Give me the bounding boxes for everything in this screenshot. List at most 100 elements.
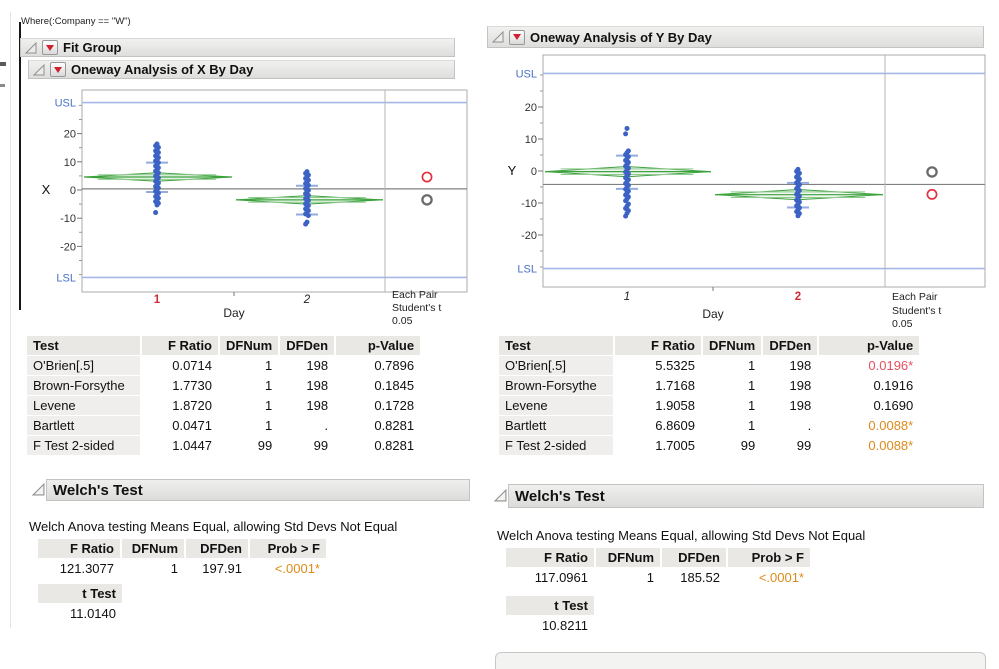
spec-limit-lines xyxy=(543,72,985,270)
group-label[interactable]: 2 xyxy=(795,291,801,303)
table: t Test 11.0140 xyxy=(36,583,124,624)
table-header-cell: DFDen xyxy=(280,336,335,355)
outline-title: Oneway Analysis of Y By Day xyxy=(530,29,712,45)
usl-label: USL xyxy=(55,98,76,110)
outline-bar-oneway-y[interactable]: Oneway Analysis of Y By Day xyxy=(487,26,984,48)
table-cell: O'Brien[.5] xyxy=(27,356,140,375)
data-point xyxy=(624,125,630,131)
table-header-row: t Test xyxy=(506,596,594,615)
table-cell: 1.8720 xyxy=(172,398,212,413)
data-points xyxy=(794,166,802,219)
disclosure-open-icon[interactable] xyxy=(494,489,507,502)
disclosure-open-icon[interactable] xyxy=(492,31,504,43)
table-cell: 198 xyxy=(789,378,812,393)
table: F Ratio DFNum DFDen Prob > F 117.0961 1 185.52… xyxy=(504,547,812,588)
table-cell: 0.0088* xyxy=(868,438,914,453)
table-header-cell: Prob > F xyxy=(250,539,326,558)
comparison-circle-selected[interactable] xyxy=(926,188,938,200)
y-tick-label: 0 xyxy=(531,166,537,178)
table-cell: 1.7005 xyxy=(655,438,695,453)
group-1 xyxy=(83,141,233,216)
t-test-table: t Test 11.0140 xyxy=(36,583,124,624)
table-cell: 1.7168 xyxy=(655,378,695,393)
comparison-circles[interactable] xyxy=(926,166,938,200)
background-window-fragment xyxy=(0,62,6,66)
table-cell: 1.9058 xyxy=(655,398,695,413)
x-axis-title: Day xyxy=(702,307,723,321)
table: F Ratio DFNum DFDen Prob > F 121.3077 1 197.91… xyxy=(36,538,328,579)
red-triangle-menu-button[interactable] xyxy=(42,40,58,55)
t-test-table: t Test 10.8211 xyxy=(504,595,596,636)
lsl-label: LSL xyxy=(56,272,76,284)
y-tick-label: -20 xyxy=(521,230,537,242)
welch-test-table: F Ratio DFNum DFDen Prob > F 121.3077 1 197.91… xyxy=(36,538,328,579)
disclosure-open-icon[interactable] xyxy=(33,63,45,76)
table-cell: 198 xyxy=(789,398,812,413)
comparison-circle[interactable] xyxy=(926,166,938,178)
table-cell: 0.0196* xyxy=(868,358,914,373)
red-triangle-menu-button[interactable] xyxy=(509,29,525,45)
table-cell: Levene xyxy=(27,396,140,415)
table-cell: 99 xyxy=(257,438,273,453)
comparison-caption-line: Student's t xyxy=(892,305,941,317)
table-cell: F Test 2-sided xyxy=(27,436,140,455)
table-cell: 121.3077 xyxy=(59,561,114,576)
table-cell: 5.5325 xyxy=(655,358,695,373)
lsl-label: LSL xyxy=(517,264,537,276)
outline-title: Welch's Test xyxy=(515,487,605,505)
comparison-circle[interactable] xyxy=(421,194,433,206)
table-cell: O'Brien[.5] xyxy=(499,356,613,375)
table-cell: 0.1690 xyxy=(873,398,914,413)
plot-frame xyxy=(542,54,986,288)
disclosure-open-icon[interactable] xyxy=(32,483,45,496)
table-cell: 117.0961 xyxy=(534,570,588,585)
group-label[interactable]: 2 xyxy=(303,294,311,306)
y-tick-label: 20 xyxy=(525,102,537,114)
table-row: Bartlett 6.8609 1. 0.0088* xyxy=(499,416,919,435)
table-cell: 6.8609 xyxy=(655,418,695,433)
outline-bar-welch-right[interactable]: Welch's Test xyxy=(508,484,984,508)
table-cell: 198 xyxy=(789,358,812,373)
table-cell: 198 xyxy=(306,398,329,413)
table-cell: 0.0471 xyxy=(172,418,212,433)
table-cell: 0.1916 xyxy=(873,378,914,393)
comparison-circle-selected[interactable] xyxy=(421,171,433,183)
table-cell: 0.8281 xyxy=(374,438,415,453)
table-header-cell: DFNum xyxy=(122,539,184,558)
table-cell: 0.1845 xyxy=(374,378,415,393)
table-cell: 99 xyxy=(796,438,812,453)
group-label[interactable]: 1 xyxy=(154,294,161,306)
table-header-cell: DFNum xyxy=(596,548,660,567)
outline-bar-welch-left[interactable]: Welch's Test xyxy=(46,479,470,501)
table-cell: 1 xyxy=(170,561,178,576)
table-header-cell: p-Value xyxy=(819,336,920,355)
table-cell: 10.8211 xyxy=(541,618,588,633)
welch-note: Welch Anova testing Means Equal, allowin… xyxy=(29,519,398,534)
x-axis-title: Day xyxy=(223,306,244,320)
table-cell: 185.52 xyxy=(680,570,720,585)
table-row: O'Brien[.5] 0.0714 1 198 0.7896 xyxy=(27,356,420,375)
table-cell: 1 xyxy=(747,398,756,413)
table-cell: 1 xyxy=(747,358,756,373)
red-triangle-menu-button[interactable] xyxy=(50,62,66,77)
table-cell: 0.0714 xyxy=(172,358,212,373)
group-2 xyxy=(714,166,884,219)
outline-bar-fit-group[interactable]: Fit Group xyxy=(20,38,455,57)
comparison-circles[interactable] xyxy=(421,171,433,206)
group-2 xyxy=(235,169,384,227)
group-label[interactable]: 1 xyxy=(624,291,630,303)
oneway-plot-y-by-day: USL LSL 20 10 0 -10 -20 Y 1 2 Day Each Pair Student'… xyxy=(508,54,986,330)
disclosure-open-icon[interactable] xyxy=(25,41,37,54)
y-axis: 20 10 0 -10 -20 xyxy=(60,104,82,276)
table-header-cell: Test xyxy=(27,336,140,355)
outline-bar-oneway-x[interactable]: Oneway Analysis of X By Day xyxy=(28,60,455,79)
table-cell: . xyxy=(324,418,329,433)
next-outline-stub xyxy=(495,652,986,669)
table-cell: 198 xyxy=(306,378,329,393)
table-header-cell: Test xyxy=(499,336,613,355)
table-header-cell: F Ratio xyxy=(142,336,218,355)
variance-tests-table: Test F Ratio DFNum DFDen p-Value O'Brien[.5] 0… xyxy=(25,335,422,456)
variance-tests-table: Test F Ratio DFNum DFDen p-Value O'Brien[.5] 5… xyxy=(497,335,921,456)
table-header-cell: DFNum xyxy=(220,336,279,355)
